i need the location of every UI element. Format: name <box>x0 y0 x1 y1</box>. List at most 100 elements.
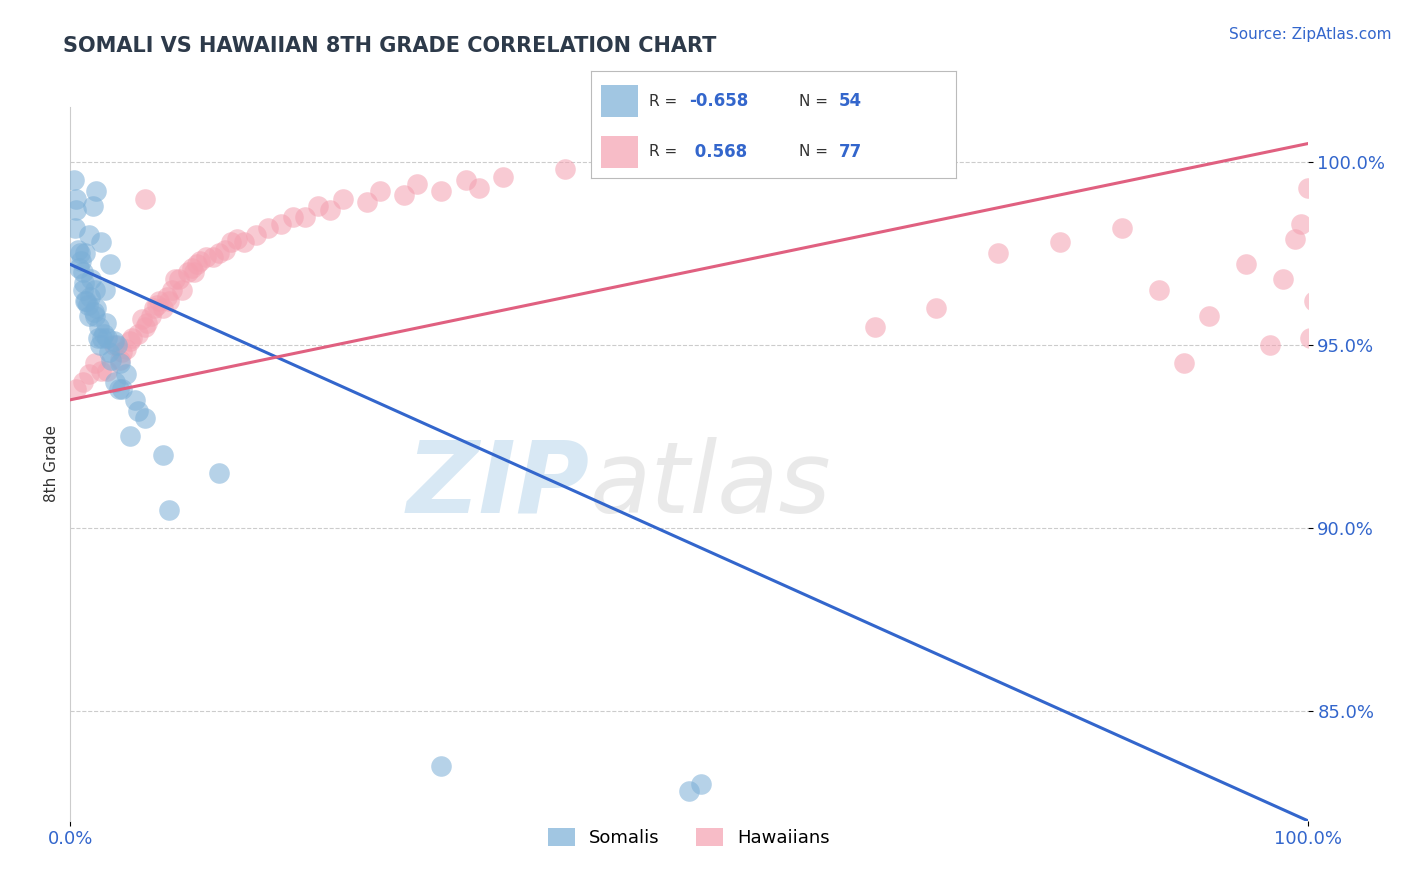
Point <box>1299 330 1322 344</box>
Point <box>1296 180 1319 194</box>
Point <box>93 326 115 341</box>
Text: N =: N = <box>799 94 832 109</box>
Text: R =: R = <box>650 145 682 159</box>
Point <box>65 192 87 206</box>
Point <box>160 283 183 297</box>
Point <box>131 312 153 326</box>
Point <box>127 404 149 418</box>
Point <box>167 272 190 286</box>
Point <box>118 429 141 443</box>
Point <box>430 758 453 772</box>
Point <box>177 265 200 279</box>
Point <box>307 199 329 213</box>
Point <box>356 195 378 210</box>
Point <box>96 363 118 377</box>
Point <box>89 338 111 352</box>
Point <box>405 177 427 191</box>
Point <box>115 342 138 356</box>
Point <box>245 228 267 243</box>
Point <box>121 330 143 344</box>
Text: 0.568: 0.568 <box>689 143 748 161</box>
Point <box>801 147 824 161</box>
Point <box>1234 257 1257 271</box>
Point <box>77 367 100 381</box>
Point <box>492 169 515 184</box>
Point <box>1173 356 1195 370</box>
Point <box>319 202 342 217</box>
Point <box>208 246 231 260</box>
Point <box>134 192 156 206</box>
Point <box>104 375 127 389</box>
Point <box>97 345 120 359</box>
Point <box>1284 232 1306 246</box>
Point <box>94 283 117 297</box>
Point <box>430 184 453 198</box>
Point <box>863 319 886 334</box>
Point <box>84 356 107 370</box>
Point <box>136 316 159 330</box>
Point <box>616 159 638 173</box>
Point <box>67 261 90 276</box>
Point <box>65 220 87 235</box>
Point <box>127 326 149 341</box>
Point <box>77 309 100 323</box>
Point <box>195 250 218 264</box>
Point <box>157 502 180 516</box>
Point <box>152 301 174 316</box>
Point <box>103 338 125 352</box>
Legend: Somalis, Hawaiians: Somalis, Hawaiians <box>540 821 838 855</box>
Point <box>77 228 100 243</box>
Point <box>84 309 107 323</box>
Point <box>467 180 489 194</box>
Point <box>294 210 316 224</box>
Point <box>86 330 108 344</box>
Point <box>925 301 948 316</box>
Point <box>134 411 156 425</box>
Point <box>79 290 101 304</box>
Point <box>115 367 138 381</box>
Point <box>83 305 105 319</box>
Point <box>257 220 280 235</box>
Point <box>105 338 128 352</box>
Point <box>1260 338 1282 352</box>
Text: N =: N = <box>799 145 832 159</box>
Text: -0.658: -0.658 <box>689 93 748 111</box>
Point <box>66 243 89 257</box>
Point <box>1049 235 1071 250</box>
Point <box>170 283 193 297</box>
Point <box>65 202 87 217</box>
Text: Source: ZipAtlas.com: Source: ZipAtlas.com <box>1229 27 1392 42</box>
Point <box>1271 272 1294 286</box>
Point <box>69 246 91 260</box>
Point <box>134 319 156 334</box>
Point <box>108 352 131 367</box>
FancyBboxPatch shape <box>602 86 638 118</box>
Point <box>84 184 107 198</box>
Point <box>456 173 478 187</box>
Point <box>100 352 122 367</box>
Text: SOMALI VS HAWAIIAN 8TH GRADE CORRELATION CHART: SOMALI VS HAWAIIAN 8TH GRADE CORRELATION… <box>63 36 717 55</box>
Point <box>678 784 700 798</box>
Point <box>226 232 249 246</box>
Point <box>1302 293 1324 308</box>
Point <box>76 298 98 312</box>
Point <box>332 192 354 206</box>
Point <box>270 217 292 231</box>
Point <box>143 301 166 316</box>
Point <box>75 293 97 308</box>
Point <box>148 293 170 308</box>
Point <box>219 235 242 250</box>
Point <box>394 187 416 202</box>
Point <box>72 265 94 279</box>
Point <box>156 290 179 304</box>
Point <box>152 448 174 462</box>
Point <box>368 184 391 198</box>
Point <box>146 298 169 312</box>
Text: 77: 77 <box>839 143 862 161</box>
Point <box>987 246 1010 260</box>
Point <box>740 151 762 165</box>
Point <box>90 363 112 377</box>
Text: 54: 54 <box>839 93 862 111</box>
Point <box>186 257 208 271</box>
Point <box>96 316 118 330</box>
